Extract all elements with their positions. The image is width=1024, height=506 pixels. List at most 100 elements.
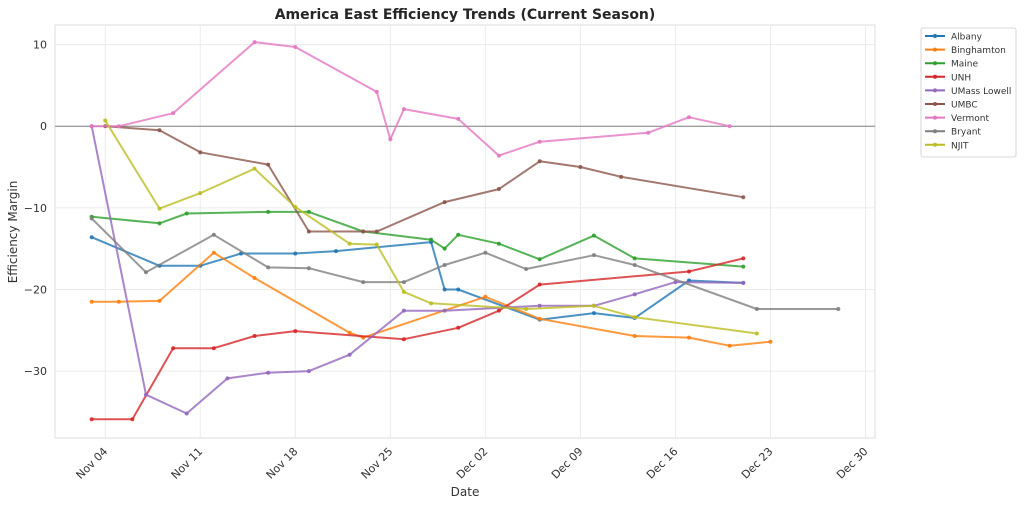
data-point-bryant <box>632 262 637 267</box>
data-point-umbc <box>198 150 203 155</box>
data-point-bryant <box>361 280 366 285</box>
data-point-albany <box>334 249 339 254</box>
data-point-umass-lowell <box>537 303 542 308</box>
data-point-unh <box>741 256 746 261</box>
data-point-umass-lowell <box>632 292 637 297</box>
data-point-vermont <box>293 45 298 50</box>
data-point-vermont <box>456 116 461 121</box>
data-point-maine <box>184 211 189 216</box>
data-point-binghamton <box>347 330 352 335</box>
data-point-binghamton <box>211 250 216 255</box>
series-line-umass-lowell <box>90 126 744 415</box>
series-vermont <box>89 40 732 158</box>
data-point-maine <box>429 237 434 242</box>
data-point-albany <box>591 311 596 316</box>
legend-item-vermont: Vermont <box>925 114 990 124</box>
data-point-umass-lowell <box>673 280 678 285</box>
data-point-binghamton <box>768 339 773 344</box>
y-tick-label: 10 <box>33 39 47 52</box>
data-point-umbc <box>578 165 583 170</box>
data-point-vermont <box>401 107 406 112</box>
data-point-umass-lowell <box>184 411 189 416</box>
data-point-umass-lowell <box>401 308 406 313</box>
data-point-umass-lowell <box>266 370 271 375</box>
legend-item-albany: Albany <box>925 33 983 43</box>
data-point-albany <box>442 287 447 292</box>
data-point-njit <box>252 166 257 171</box>
data-point-bryant <box>143 270 148 275</box>
data-point-maine <box>591 233 596 238</box>
y-tick-label: −10 <box>24 202 47 215</box>
data-point-njit <box>347 241 352 246</box>
data-point-umbc <box>266 162 271 167</box>
series-njit <box>103 118 759 336</box>
data-point-unh <box>537 282 542 287</box>
legend-item-binghamton: Binghamton <box>925 46 1006 56</box>
data-point-umbc <box>619 174 624 179</box>
legend-label: Binghamton <box>951 46 1006 56</box>
data-point-unh <box>401 337 406 342</box>
legend-marker <box>933 129 937 134</box>
data-point-binghamton <box>252 276 257 281</box>
data-point-umbc <box>442 200 447 205</box>
data-point-njit <box>293 205 298 210</box>
data-point-njit <box>103 118 108 123</box>
data-point-umass-lowell <box>442 308 447 313</box>
series-line-albany <box>91 236 744 321</box>
legend-item-umbc: UMBC <box>925 101 978 111</box>
data-point-unh <box>130 417 135 422</box>
data-point-vermont <box>388 137 393 142</box>
legend-item-njit: NJIT <box>925 141 969 151</box>
y-axis-ticks: 10 0 −10 −20 −30 <box>24 39 47 378</box>
data-point-umbc <box>361 229 366 234</box>
legend-label: Bryant <box>951 128 981 138</box>
data-point-vermont <box>374 89 379 94</box>
data-point-vermont <box>89 124 94 129</box>
data-point-albany <box>89 235 94 240</box>
series-bryant <box>89 216 841 312</box>
data-point-bryant <box>754 307 759 312</box>
legend-item-unh: UNH <box>925 73 971 83</box>
data-point-njit <box>198 191 203 196</box>
legend-marker <box>933 61 937 66</box>
series-umbc <box>103 124 746 234</box>
data-point-bryant <box>442 262 447 267</box>
data-point-binghamton <box>116 299 121 304</box>
data-point-njit <box>524 307 529 312</box>
data-point-maine <box>456 232 461 237</box>
legend-label: NJIT <box>951 141 969 151</box>
data-point-maine <box>442 246 447 251</box>
data-point-njit <box>401 289 406 294</box>
data-point-binghamton <box>687 335 692 340</box>
data-point-unh <box>171 346 176 351</box>
data-point-bryant <box>401 280 406 285</box>
data-point-bryant <box>211 232 216 237</box>
data-point-binghamton <box>537 316 542 321</box>
data-point-umbc <box>741 195 746 200</box>
data-point-maine <box>496 241 501 246</box>
series-unh <box>89 256 746 422</box>
data-point-maine <box>157 221 162 226</box>
data-point-binghamton <box>157 298 162 303</box>
series-layer <box>89 40 841 422</box>
legend-marker <box>933 88 937 93</box>
data-point-vermont <box>252 40 257 45</box>
legend-label: Maine <box>951 60 978 70</box>
series-line-maine <box>91 210 744 268</box>
data-point-maine <box>306 209 311 214</box>
data-point-vermont <box>496 153 501 158</box>
data-point-unh <box>252 333 257 338</box>
data-point-albany <box>456 287 461 292</box>
legend-label: UMass Lowell <box>951 87 1011 97</box>
plot-area <box>54 24 876 439</box>
data-point-binghamton <box>632 333 637 338</box>
data-point-unh <box>89 417 94 422</box>
legend: Albany Binghamton Maine UNH UMass Lowell UMBC… <box>920 27 1017 158</box>
data-point-njit <box>754 331 759 336</box>
data-point-maine <box>537 257 542 262</box>
data-point-vermont <box>171 111 176 116</box>
data-point-umbc <box>537 159 542 164</box>
legend-marker <box>933 115 937 120</box>
y-tick-label: −30 <box>24 365 47 378</box>
